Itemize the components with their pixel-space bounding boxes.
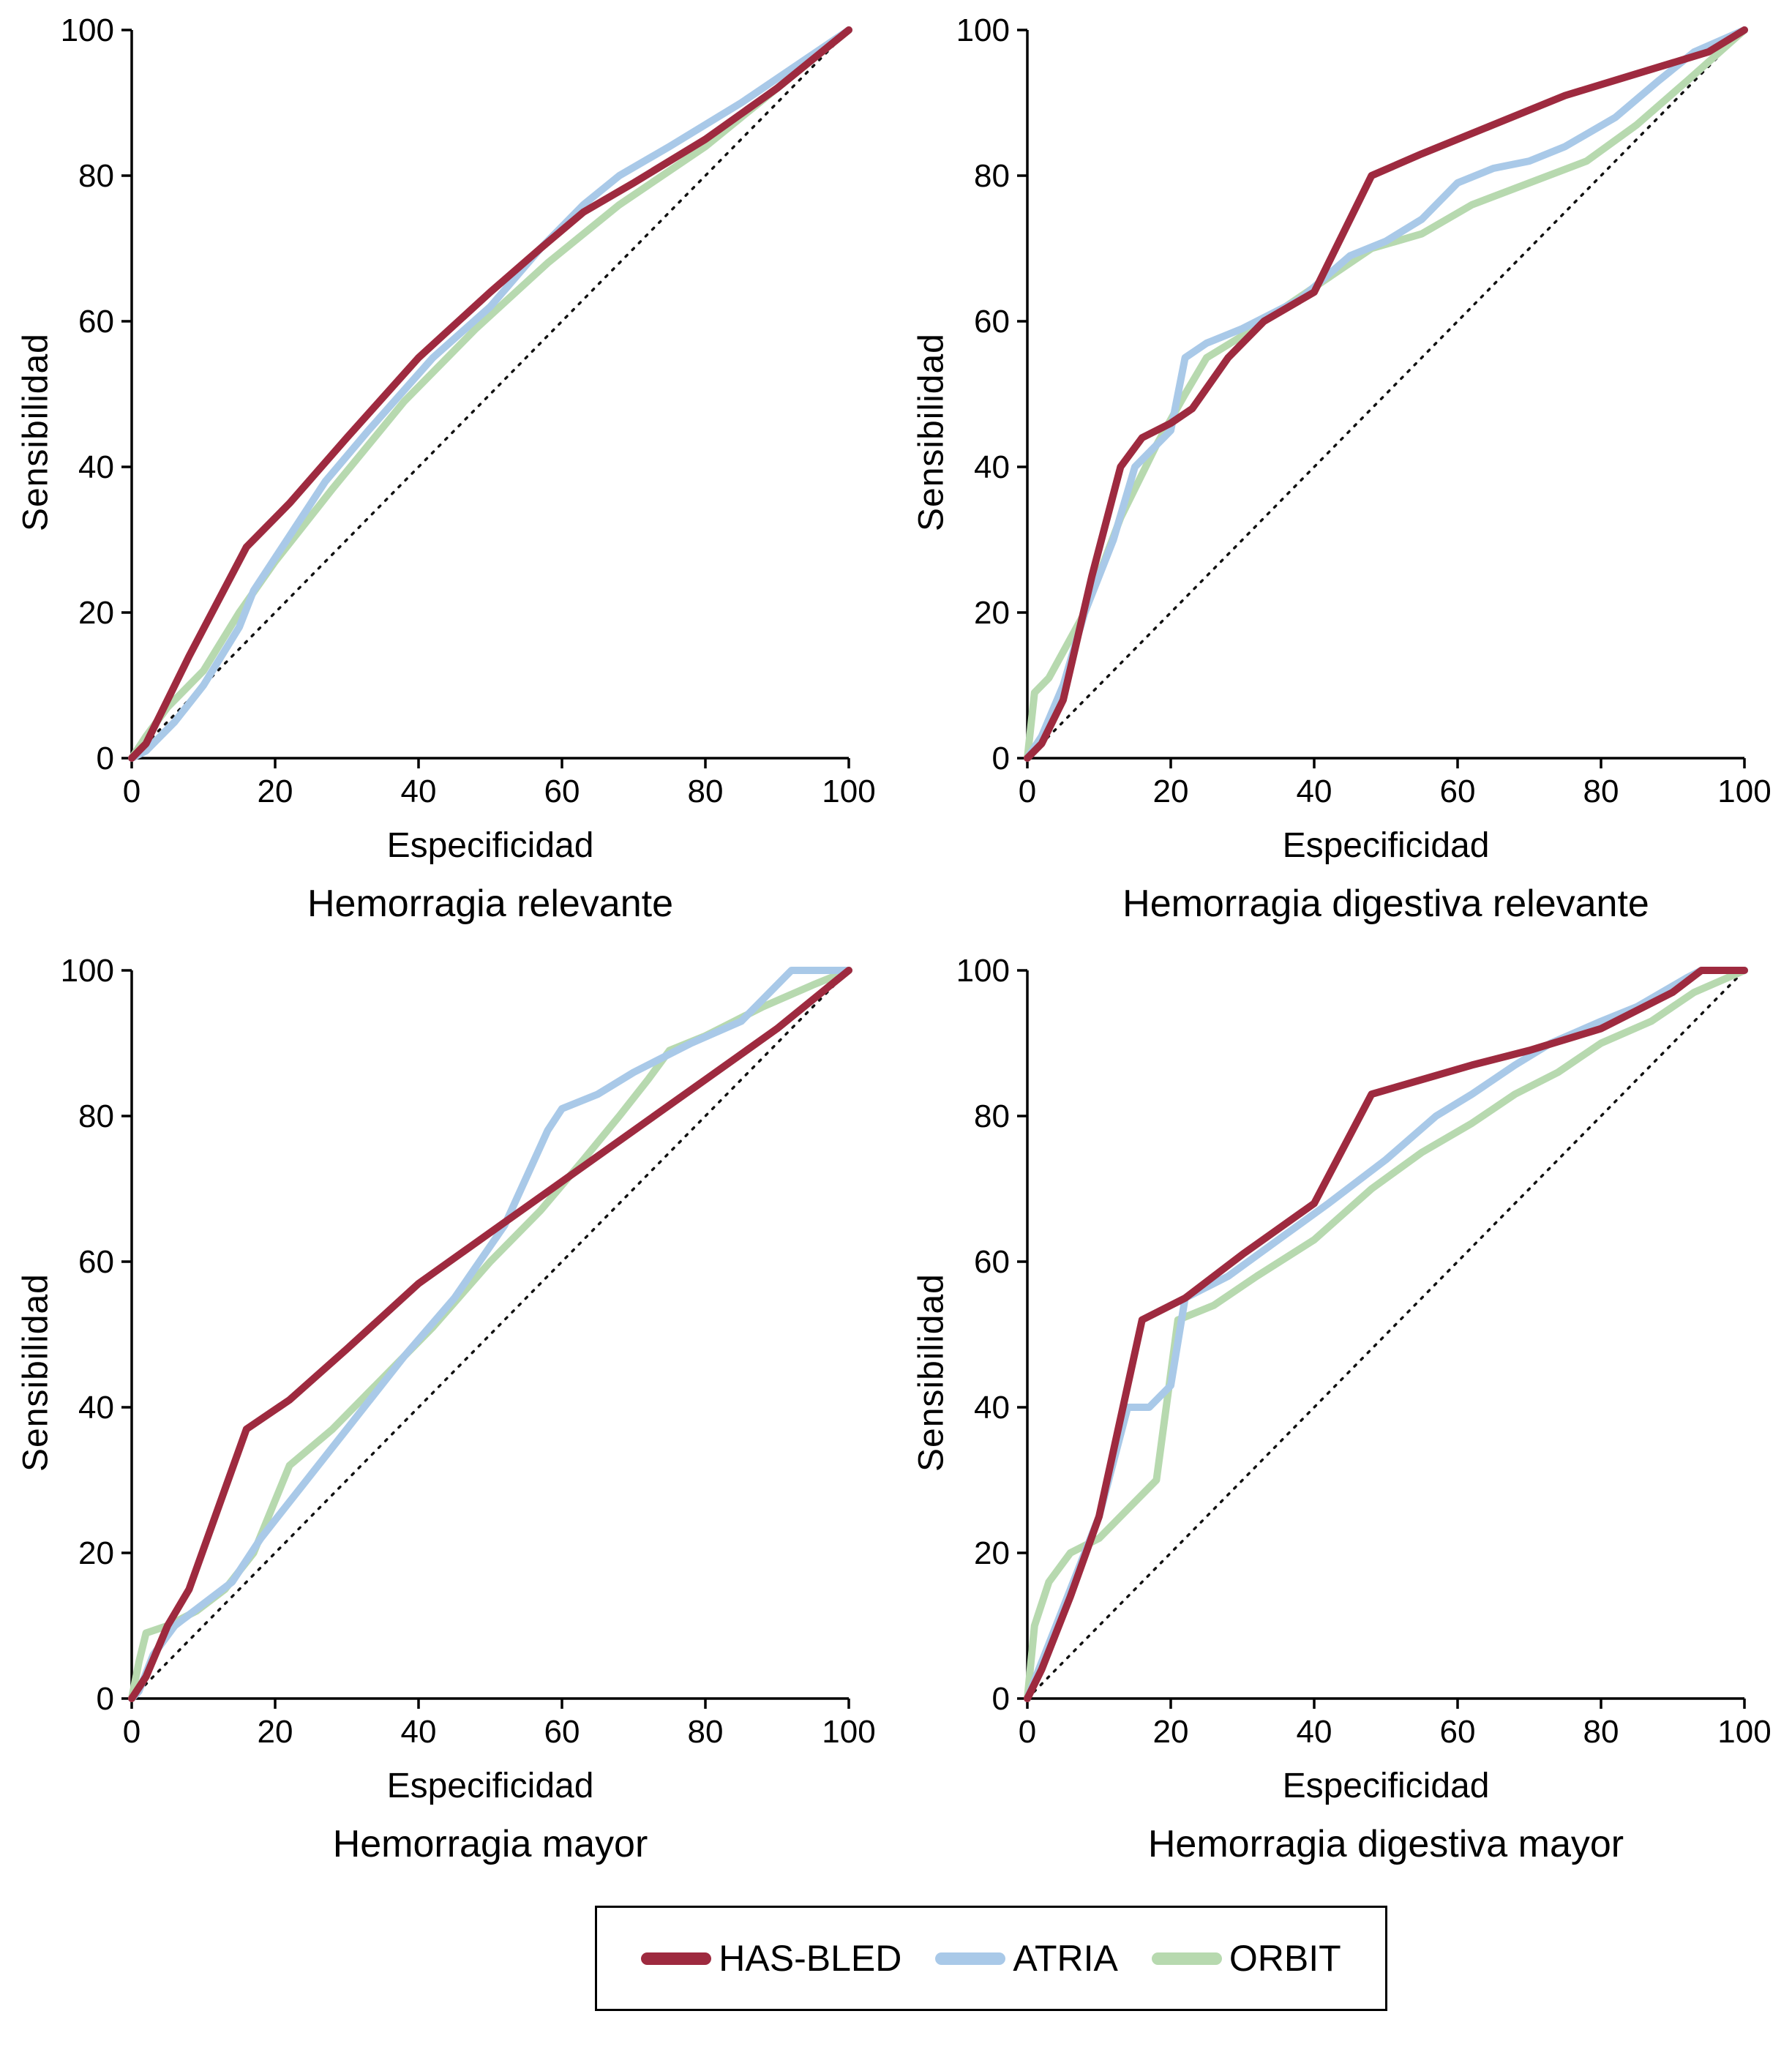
svg-text:100: 100: [822, 774, 875, 809]
svg-text:60: 60: [974, 304, 1010, 340]
plot-row: Sensibilidad 0 20 40 60 80 100 0 20 40 60 80 100: [13, 4, 896, 824]
legend-item-atria: ATRIA: [935, 1937, 1118, 1980]
panel-title: Hemorragia relevante: [307, 883, 674, 925]
svg-text:100: 100: [956, 953, 1010, 989]
svg-text:0: 0: [97, 1681, 114, 1717]
roc-chart-hemorragia-digestiva-mayor: 0 20 40 60 80 100 0 20 40 60 80 100: [956, 953, 1772, 1750]
legend-item-has-bled: HAS-BLED: [641, 1937, 901, 1980]
legend-label-has-bled: HAS-BLED: [719, 1938, 902, 1979]
svg-text:0: 0: [1019, 1714, 1036, 1750]
panel-title: Hemorragia mayor: [332, 1823, 648, 1865]
x-axis-label: Especificidad: [1282, 1767, 1490, 1805]
svg-text:80: 80: [688, 774, 724, 809]
svg-text:20: 20: [974, 595, 1010, 631]
svg-text:80: 80: [1583, 1714, 1619, 1750]
plot-row: Sensibilidad 0 20 40 60 80 100 0 20 40 60 80 100: [909, 945, 1792, 1764]
svg-text:80: 80: [688, 1714, 724, 1750]
svg-text:20: 20: [78, 595, 114, 631]
svg-text:60: 60: [1440, 774, 1476, 809]
svg-text:20: 20: [974, 1535, 1010, 1571]
svg-text:40: 40: [78, 1390, 114, 1426]
svg-text:0: 0: [1019, 774, 1036, 809]
svg-text:0: 0: [97, 741, 114, 776]
svg-text:0: 0: [123, 1714, 140, 1750]
orbit-line-swatch: [1151, 1952, 1222, 1965]
x-axis-label: Especificidad: [386, 1767, 594, 1805]
svg-text:40: 40: [78, 449, 114, 485]
plot-row: Sensibilidad 0 20 40 60 80 100 0 20 40 60 80 100: [13, 945, 896, 1764]
panel-title: Hemorragia digestiva mayor: [1147, 1823, 1624, 1865]
roc-panel-hemorragia-digestiva-relevante: Sensibilidad 0 20 40 60 80 100 0 20 40 60 80 100 Es…: [896, 4, 1792, 926]
svg-text:20: 20: [78, 1535, 114, 1571]
svg-text:60: 60: [544, 774, 580, 809]
plot-row: Sensibilidad 0 20 40 60 80 100 0 20 40 60 80 100: [909, 4, 1792, 824]
svg-text:40: 40: [1297, 1714, 1332, 1750]
roc-panel-hemorragia-relevante: Sensibilidad 0 20 40 60 80 100 0 20 40 60 80 100 Es…: [0, 4, 896, 926]
roc-chart-hemorragia-relevante: 0 20 40 60 80 100 0 20 40 60 80 100: [61, 12, 876, 809]
svg-text:60: 60: [544, 1714, 580, 1750]
legend-label-orbit: ORBIT: [1229, 1938, 1341, 1979]
svg-text:40: 40: [401, 774, 437, 809]
svg-text:20: 20: [1153, 774, 1189, 809]
y-axis-label: Sensibilidad: [912, 1273, 951, 1472]
svg-text:80: 80: [1583, 774, 1619, 809]
y-axis-label: Sensibilidad: [16, 333, 56, 532]
svg-text:20: 20: [258, 1714, 293, 1750]
svg-text:100: 100: [822, 1714, 875, 1750]
svg-text:0: 0: [992, 1681, 1010, 1717]
roc-chart-hemorragia-digestiva-relevante: 0 20 40 60 80 100 0 20 40 60 80 100: [956, 12, 1772, 809]
legend: HAS-BLED ATRIA ORBIT: [595, 1906, 1387, 2011]
roc-panel-hemorragia-mayor: Sensibilidad 0 20 40 60 80 100 0 20 40 60 80 100 Es…: [0, 945, 896, 1866]
legend-wrap: HAS-BLED ATRIA ORBIT: [0, 1906, 1792, 2026]
svg-text:80: 80: [974, 158, 1010, 194]
svg-text:60: 60: [1440, 1714, 1476, 1750]
svg-text:100: 100: [61, 12, 114, 48]
svg-text:100: 100: [1717, 774, 1771, 809]
svg-text:80: 80: [78, 158, 114, 194]
svg-text:0: 0: [123, 774, 140, 809]
svg-text:20: 20: [1153, 1714, 1189, 1750]
x-axis-label: Especificidad: [1282, 826, 1490, 865]
panel-title: Hemorragia digestiva relevante: [1122, 883, 1649, 925]
svg-text:60: 60: [78, 304, 114, 340]
has-bled-line-swatch: [641, 1952, 712, 1965]
legend-label-atria: ATRIA: [1013, 1938, 1118, 1979]
charts-grid: Sensibilidad 0 20 40 60 80 100 0 20 40 60 80 100 Es…: [0, 4, 1792, 1866]
svg-text:100: 100: [1717, 1714, 1771, 1750]
atria-line-swatch: [935, 1952, 1006, 1965]
svg-text:60: 60: [974, 1244, 1010, 1280]
svg-text:100: 100: [956, 12, 1010, 48]
roc-chart-hemorragia-mayor: 0 20 40 60 80 100 0 20 40 60 80 100: [61, 953, 876, 1750]
svg-text:80: 80: [78, 1098, 114, 1134]
svg-text:20: 20: [258, 774, 293, 809]
svg-text:100: 100: [61, 953, 114, 989]
svg-text:80: 80: [974, 1098, 1010, 1134]
svg-text:40: 40: [1297, 774, 1332, 809]
svg-text:0: 0: [992, 741, 1010, 776]
y-axis-label: Sensibilidad: [16, 1273, 56, 1472]
svg-text:40: 40: [974, 1390, 1010, 1426]
y-axis-label: Sensibilidad: [912, 333, 951, 532]
svg-text:40: 40: [401, 1714, 437, 1750]
svg-text:40: 40: [974, 449, 1010, 485]
x-axis-label: Especificidad: [386, 826, 594, 865]
legend-item-orbit: ORBIT: [1151, 1937, 1341, 1980]
svg-text:60: 60: [78, 1244, 114, 1280]
roc-panel-hemorragia-digestiva-mayor: Sensibilidad 0 20 40 60 80 100 0 20 40 60 80 100 Es…: [896, 945, 1792, 1866]
